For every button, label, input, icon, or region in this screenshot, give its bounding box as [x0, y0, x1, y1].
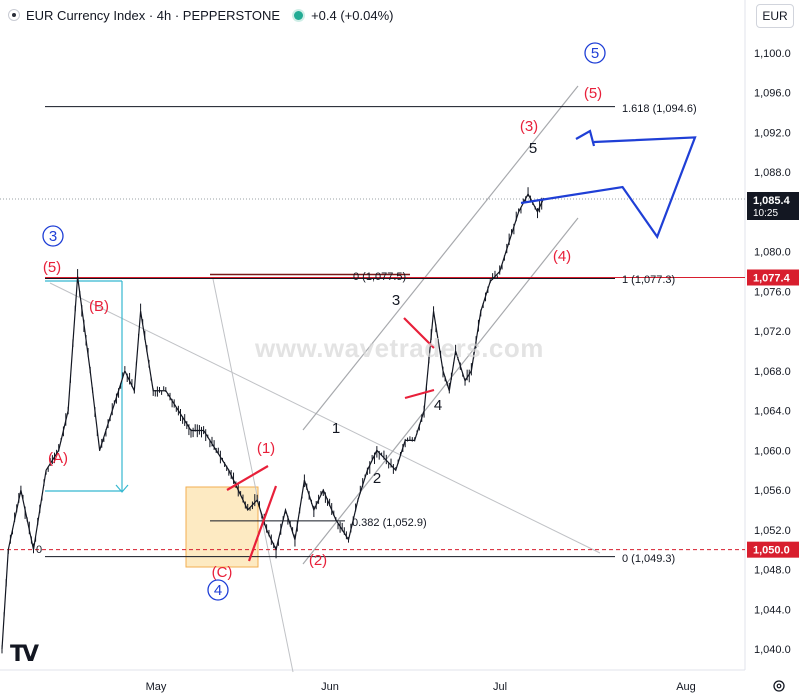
price-axis-tick: 1,096.0	[754, 88, 791, 100]
upper-channel-line	[302, 85, 579, 431]
price-axis-tick: 1,080.0	[754, 247, 791, 259]
wave-label-red: (5)	[43, 259, 61, 276]
price-bars	[1, 187, 543, 654]
price-axis-area	[745, 0, 800, 700]
wave-circle	[584, 42, 606, 64]
fib-level-label: 0 (1,049.3)	[622, 553, 675, 565]
time-axis-label: May	[146, 681, 167, 693]
wave-circle	[42, 225, 64, 247]
time-axis-label: Jun	[321, 681, 339, 693]
price-axis-tick: 1,040.0	[754, 644, 791, 656]
price-change: +0.4 (+0.04%)	[311, 7, 394, 23]
price-axis-tick: 1,064.0	[754, 406, 791, 418]
symbol-status-icon	[8, 9, 20, 21]
wave-label-blue: 3	[49, 228, 57, 245]
wave-label-black: 3	[392, 292, 400, 309]
level-price-tag	[747, 269, 799, 286]
fib-level-label: 0.382 (1,052.9)	[352, 517, 427, 529]
wave-label-red: (A)	[48, 450, 68, 467]
price-axis-tick: 1,088.0	[754, 167, 791, 179]
current-price-tag	[747, 192, 799, 220]
time-axis-label: Aug	[676, 681, 696, 693]
wave-line	[226, 465, 269, 491]
wave-label-red: (5)	[584, 85, 602, 102]
wave-label-black: 4	[434, 397, 442, 414]
projection-arrowhead-icon	[575, 129, 596, 147]
projection-path	[520, 136, 697, 240]
market-open-icon	[294, 10, 304, 20]
wave-label-red: (2)	[309, 552, 327, 569]
chart-header: EUR Currency Index · 4h · PEPPERSTONE +0…	[0, 0, 393, 30]
wave-circle	[207, 579, 229, 601]
wave-line	[404, 388, 435, 400]
wave-label-red: (4)	[553, 248, 571, 265]
fib-level-label: 0 (1,077.5)	[353, 271, 406, 283]
wave-label-red: (3)	[520, 118, 538, 135]
price-axis-tick: 1,056.0	[754, 485, 791, 497]
level-price-value: 1,077.4	[753, 272, 791, 284]
measure-tool	[45, 280, 129, 493]
fib-level-label: 1 (1,077.3)	[622, 274, 675, 286]
trend-line	[49, 282, 601, 554]
currency-button[interactable]: EUR	[756, 4, 794, 28]
level-price-value: 1,050.0	[753, 545, 790, 557]
wave-label-red: (1)	[257, 440, 275, 457]
price-axis-tick: 1,076.0	[754, 286, 791, 298]
time-axis-label: Jul	[493, 681, 507, 693]
wave-label-black: 2	[373, 470, 381, 487]
watermark: www.wavetraders.com	[255, 333, 544, 363]
fib-level-label: 1.618 (1,094.6)	[622, 103, 697, 115]
symbol-title[interactable]: EUR Currency Index · 4h · PEPPERSTONE	[26, 7, 281, 23]
price-line	[1, 192, 545, 650]
wave-label-red: (B)	[89, 298, 109, 315]
price-axis-tick: 1,052.0	[754, 525, 791, 537]
price-axis-tick: 1,068.0	[754, 366, 791, 378]
wave-line	[247, 485, 278, 562]
price-axis-tick: 1,060.0	[754, 445, 791, 457]
lower-channel-line	[302, 217, 579, 565]
price-axis-tick: 1,092.0	[754, 127, 791, 139]
tradingview-logo-icon[interactable]: TV	[10, 642, 39, 667]
wave-line	[403, 317, 435, 349]
level-price-tag	[747, 541, 799, 558]
fib-level-label: 0	[36, 544, 42, 556]
settings-gear-icon[interactable]	[772, 679, 786, 693]
price-axis-tick: 1,048.0	[754, 565, 791, 577]
price-axis-tick: 1,100.0	[754, 48, 791, 60]
wave-label-black: 1	[332, 420, 340, 437]
wave-label-blue: 5	[591, 45, 599, 62]
wave-label-red: (C)	[212, 564, 233, 581]
current-price-value: 1,085.4	[753, 195, 791, 207]
correction-zone-box	[185, 486, 259, 568]
price-axis-tick: 1,044.0	[754, 604, 791, 616]
countdown-timer: 10:25	[753, 208, 778, 219]
wave-label-blue: 4	[214, 582, 222, 599]
wave-label-black: 5	[529, 140, 537, 157]
price-axis-tick: 1,072.0	[754, 326, 791, 338]
